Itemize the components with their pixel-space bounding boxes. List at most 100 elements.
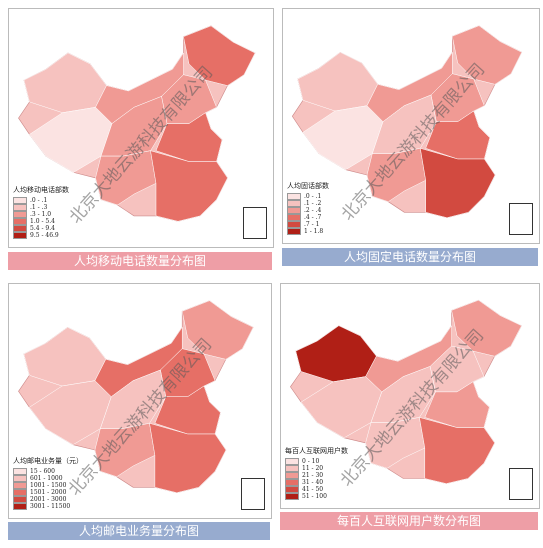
legend: 每百人互联网用户数 0 - 10 11 - 20 21 - 30 31 - 40 41 -… <box>285 446 348 500</box>
legend-label: 1001 - 1500 <box>30 482 67 489</box>
province <box>365 417 426 469</box>
legend-swatch <box>285 465 299 472</box>
legend-swatch <box>13 482 27 489</box>
china-map <box>290 299 522 484</box>
legend-row: 15 - 600 <box>13 468 83 475</box>
legend-label: .0 - .1 <box>30 197 48 204</box>
legend-title: 每百人互联网用户数 <box>285 447 348 455</box>
legend-swatch <box>13 225 27 232</box>
province <box>23 327 107 387</box>
legend-label: 2001 - 3000 <box>30 496 67 503</box>
legend-row: 1001 - 1500 <box>13 482 83 489</box>
legend-label: .0 - .1 <box>304 193 322 200</box>
legend-label: 601 - 1000 <box>30 475 63 482</box>
legend-row: 31 - 40 <box>285 479 348 486</box>
legend-row: .0 - .1 <box>287 193 329 200</box>
province <box>149 422 227 493</box>
legend-label: .1 - .3 <box>30 204 48 211</box>
legend-label: .2 - .4 <box>304 207 322 214</box>
legend-row: 41 - 50 <box>285 486 348 493</box>
inset-map <box>509 468 533 500</box>
legend-label: .3 - 1.0 <box>30 211 52 218</box>
legend: 人均移动电话部数 .0 - .1.1 - .3.3 - 1.0 1.0 - 5.4 5… <box>13 185 69 239</box>
province <box>419 147 496 218</box>
legend-label: .4 - .7 <box>304 214 322 221</box>
legend-label: 41 - 50 <box>302 486 324 493</box>
province <box>23 52 107 113</box>
legend-label: .7 - 1 <box>304 221 320 228</box>
caption: 每百人互联网用户数分布图 <box>280 512 538 530</box>
legend-row: .1 - .3 <box>13 204 69 211</box>
province <box>366 148 426 202</box>
caption: 人均固定电话数量分布图 <box>282 248 538 266</box>
inset-map <box>509 203 533 235</box>
province <box>150 150 228 222</box>
legend-swatch <box>13 197 27 204</box>
map-panel: 人均移动电话部数 .0 - .1.1 - .3.3 - 1.0 1.0 - 5.4 5… <box>8 8 274 248</box>
legend-swatch <box>285 472 299 479</box>
legend-row: .4 - .7 <box>287 214 329 221</box>
legend-label: 1501 - 2000 <box>30 489 67 496</box>
legend-label: 3001 - 11500 <box>30 503 71 510</box>
legend-swatch <box>287 214 301 221</box>
legend-swatch <box>285 493 299 500</box>
province <box>451 299 522 357</box>
legend-row: 1501 - 2000 <box>13 489 83 496</box>
legend-row: 1 - 1.8 <box>287 228 329 235</box>
legend-row: 601 - 1000 <box>13 475 83 482</box>
legend-label: .1 - .2 <box>304 200 322 207</box>
legend-row: .2 - .4 <box>287 207 329 214</box>
legend-row: 51 - 100 <box>285 493 348 500</box>
legend-row: .3 - 1.0 <box>13 211 69 218</box>
legend-swatch <box>287 193 301 200</box>
china-map <box>291 25 523 219</box>
province <box>183 25 256 86</box>
province <box>181 300 254 360</box>
map-panel: 每百人互联网用户数 0 - 10 11 - 20 21 - 30 31 - 40 41 -… <box>280 283 540 509</box>
legend-row: 0 - 10 <box>285 458 348 465</box>
legend-swatch <box>13 204 27 211</box>
legend-label: 51 - 100 <box>302 493 327 500</box>
legend-swatch <box>285 486 299 493</box>
legend-label: 11 - 20 <box>302 465 324 472</box>
legend-label: 0 - 10 <box>302 458 320 465</box>
legend-row: .1 - .2 <box>287 200 329 207</box>
legend-swatch <box>13 218 27 225</box>
china-map <box>18 300 254 494</box>
legend: 人均固话部数 .0 - .1.1 - .2.2 - .4.4 - .7.7 - 1… <box>287 181 329 235</box>
legend-swatch <box>287 228 301 235</box>
legend-row: .7 - 1 <box>287 221 329 228</box>
province <box>425 110 490 160</box>
legend-title: 人均移动电话部数 <box>13 186 69 194</box>
legend-swatch <box>287 200 301 207</box>
legend-swatch <box>13 475 27 482</box>
legend-row: 21 - 30 <box>285 472 348 479</box>
legend-row: 2001 - 3000 <box>13 496 83 503</box>
legend-swatch <box>13 496 27 503</box>
legend-swatch <box>13 468 27 475</box>
legend-label: 31 - 40 <box>302 479 324 486</box>
map-panel: 人均固话部数 .0 - .1.1 - .2.2 - .4.4 - .7.7 - 1… <box>282 8 540 244</box>
legend-title: 人均邮电业务量（元） <box>13 457 83 465</box>
province <box>419 417 495 484</box>
province <box>295 325 377 382</box>
legend-swatch <box>13 232 27 239</box>
legend-swatch <box>287 207 301 214</box>
province <box>95 150 157 206</box>
caption: 人均邮电业务量分布图 <box>8 522 270 540</box>
legend-label: 5.4 - 9.4 <box>30 225 55 232</box>
legend-row: 5.4 - 9.4 <box>13 225 69 232</box>
legend-swatch <box>13 503 27 510</box>
province <box>154 385 221 435</box>
province <box>452 25 523 85</box>
map-panel: 人均邮电业务量（元） 15 - 600 601 - 1000 1001 - 1500 1… <box>8 283 272 519</box>
legend-swatch <box>13 489 27 496</box>
legend-row: 9.5 - 46.9 <box>13 232 69 239</box>
legend-swatch <box>285 479 299 486</box>
legend-row: 3001 - 11500 <box>13 503 83 510</box>
province <box>297 52 378 112</box>
china-map <box>18 25 256 222</box>
legend-label: 1 - 1.8 <box>304 228 324 235</box>
province <box>424 381 490 428</box>
